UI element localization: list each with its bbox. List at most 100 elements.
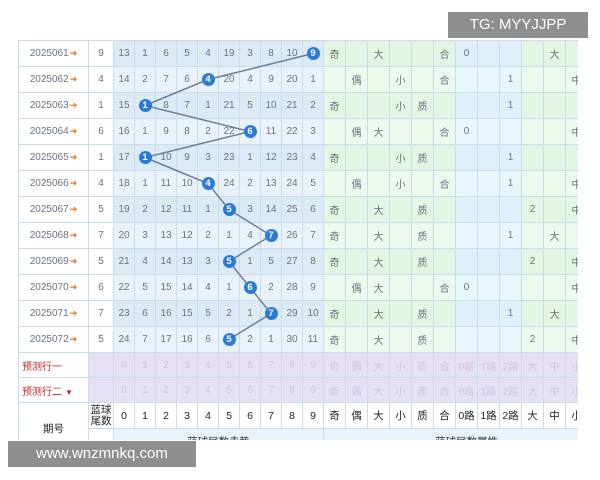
prediction-attr-cell[interactable]: 小 [389, 377, 412, 403]
prediction-digit-cell[interactable]: 7 [260, 377, 282, 403]
miss-count: 23 [286, 152, 298, 163]
hit-ball: 4 [201, 73, 215, 86]
prediction-tail-cell[interactable] [88, 352, 114, 378]
period-id[interactable]: 2025068➔ [18, 222, 89, 249]
trend-cell: 2 [218, 300, 240, 327]
prediction-digit-cell[interactable]: 7 [260, 352, 282, 378]
period-id[interactable]: 2025061➔ [18, 40, 89, 67]
prediction-attr-cell[interactable]: 大 [367, 352, 390, 378]
miss-count: 4 [142, 256, 148, 267]
period-id[interactable]: 2025070➔ [18, 274, 89, 301]
miss-count: 3 [205, 152, 211, 163]
prediction-label[interactable]: 预测行一 [18, 352, 89, 378]
period-row: 2025070➔622515144162289偶大合0中 [18, 274, 578, 301]
prediction-attr-cell[interactable]: 0路 [455, 352, 478, 378]
prediction-digit-cell[interactable]: 2 [155, 377, 177, 403]
prediction-digit-cell[interactable]: 6 [239, 352, 261, 378]
prediction-tail-cell[interactable] [88, 377, 114, 403]
prediction-attr-cell[interactable]: 中 [543, 377, 566, 403]
prediction-attr-cell[interactable]: 大 [521, 352, 544, 378]
attr-cell [565, 92, 578, 119]
prediction-attr-cell[interactable]: 偶 [345, 377, 368, 403]
attr-cell [389, 274, 412, 301]
prediction-digit-cell[interactable]: 9 [302, 377, 324, 403]
prediction-digit-cell[interactable]: 0 [113, 352, 135, 378]
period-id[interactable]: 2025066➔ [18, 170, 89, 197]
prediction-digit-cell[interactable]: 4 [197, 377, 219, 403]
attr-cell [345, 144, 368, 171]
digit-header: 9 [302, 402, 324, 429]
period-id[interactable]: 2025062➔ [18, 66, 89, 93]
period-id[interactable]: 2025067➔ [18, 196, 89, 223]
trend-cell: 1 [197, 196, 219, 223]
prediction-attr-cell[interactable]: 奇 [323, 377, 346, 403]
prediction-attr-cell[interactable]: 0路 [455, 377, 478, 403]
period-id[interactable]: 2025069➔ [18, 248, 89, 275]
prediction-attr-cell[interactable]: 1路 [477, 352, 500, 378]
attr-cell: 质 [411, 300, 434, 327]
miss-count: 17 [160, 334, 172, 345]
trend-cell: 1 [134, 144, 156, 171]
prediction-attr-cell[interactable]: 奇 [323, 352, 346, 378]
prediction-digit-cell[interactable]: 4 [197, 352, 219, 378]
prediction-attr-cell[interactable]: 中 [543, 352, 566, 378]
attr-cell: 小 [389, 144, 412, 171]
attr-cell: 质 [411, 326, 434, 353]
attr-cell [521, 222, 544, 249]
prediction-attr-cell[interactable]: 大 [521, 377, 544, 403]
trend-cell: 4 [302, 144, 324, 171]
prediction-digit-cell[interactable]: 9 [302, 352, 324, 378]
period-id[interactable]: 2025065➔ [18, 144, 89, 171]
attr-cell: 偶 [345, 118, 368, 145]
period-id[interactable]: 2025064➔ [18, 118, 89, 145]
prediction-digit-cell[interactable]: 8 [281, 352, 303, 378]
prediction-attr-cell[interactable]: 质 [411, 377, 434, 403]
prediction-attr-cell[interactable]: 合 [433, 352, 456, 378]
trend-cell: 5 [260, 248, 282, 275]
attr-cell [543, 92, 566, 119]
period-id[interactable]: 2025071➔ [18, 300, 89, 327]
prediction-label[interactable]: 预测行二 ▼ [18, 377, 89, 403]
trend-cell: 8 [176, 118, 198, 145]
blue-tail-value: 7 [88, 300, 114, 327]
prediction-attr-cell[interactable]: 2路 [499, 377, 522, 403]
prediction-digit-cell[interactable]: 3 [176, 377, 198, 403]
miss-count: 24 [223, 178, 235, 189]
attr-cell [411, 66, 434, 93]
prediction-attr-cell[interactable]: 小 [389, 352, 412, 378]
miss-count: 16 [181, 334, 193, 345]
trend-cell: 13 [176, 248, 198, 275]
attr-header: 中 [543, 402, 566, 429]
attr-cell [543, 170, 566, 197]
prediction-attr-cell[interactable]: 偶 [345, 352, 368, 378]
prediction-attr-cell[interactable]: 2路 [499, 352, 522, 378]
prediction-digit-cell[interactable]: 1 [134, 377, 156, 403]
prediction-digit-cell[interactable]: 0 [113, 377, 135, 403]
prediction-attr-cell[interactable]: 1路 [477, 377, 500, 403]
trend-cell: 17 [155, 326, 177, 353]
prediction-digit-cell[interactable]: 1 [134, 352, 156, 378]
prediction-digit-cell[interactable]: 3 [176, 352, 198, 378]
prediction-digit-cell[interactable]: 2 [155, 352, 177, 378]
attr-cell: 1 [499, 92, 522, 119]
prediction-attr-cell[interactable]: 大 [367, 377, 390, 403]
prediction-attr-cell[interactable]: 质 [411, 352, 434, 378]
attr-header: 2路 [499, 402, 522, 429]
prediction-digit-cell[interactable]: 5 [218, 377, 240, 403]
caret-down-icon: ▼ [65, 387, 73, 397]
arrow-right-icon: ➔ [69, 48, 78, 58]
period-id[interactable]: 2025072➔ [18, 326, 89, 353]
miss-count: 3 [142, 230, 148, 241]
prediction-digit-cell[interactable]: 5 [218, 352, 240, 378]
prediction-digit-cell[interactable]: 8 [281, 377, 303, 403]
prediction-attr-cell[interactable]: 小 [565, 352, 578, 378]
prediction-digit-cell[interactable]: 6 [239, 377, 261, 403]
miss-count: 2 [247, 178, 253, 189]
miss-count: 9 [268, 74, 274, 85]
attr-cell [345, 196, 368, 223]
prediction-attr-cell[interactable]: 合 [433, 377, 456, 403]
miss-count: 10 [286, 48, 298, 59]
attr-cell [543, 274, 566, 301]
period-id[interactable]: 2025063➔ [18, 92, 89, 119]
prediction-attr-cell[interactable]: 小 [565, 377, 578, 403]
